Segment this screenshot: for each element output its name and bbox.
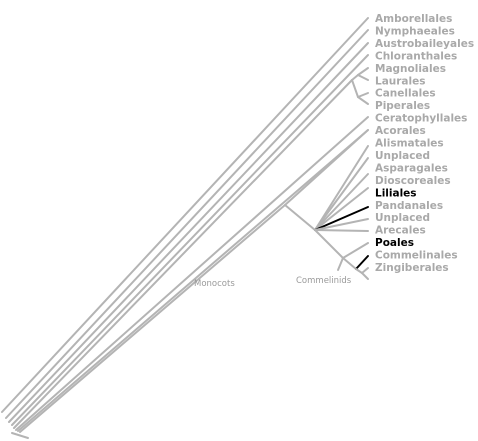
leaf-label-chloranthales-3: Chloranthales <box>375 50 457 62</box>
leaf-label-unplaced-16: Unplaced <box>375 212 430 224</box>
branch-amborellales <box>1 17 369 413</box>
branch-nymphaeales <box>5 29 369 419</box>
leaf-label-laurales-5: Laurales <box>375 75 426 87</box>
leaf-label-nymphaeales-1: Nymphaeales <box>375 26 455 38</box>
branch-magnoliales-laurales <box>351 74 359 81</box>
branch-monocot-stem <box>19 204 286 433</box>
leaf-label-alismatales-10: Alismatales <box>375 138 444 150</box>
leaf-label-dioscoreales-13: Dioscoreales <box>375 175 451 187</box>
branch-commelinales-zingiberales <box>355 268 363 274</box>
leaf-label-canellales-6: Canellales <box>375 88 436 100</box>
branch-alismatales <box>314 145 369 231</box>
branch-piperales <box>357 96 369 105</box>
branch-dioscoreales <box>314 187 369 231</box>
branch-unplaced-2 <box>314 229 369 232</box>
branch-ceratophyllales <box>15 116 369 431</box>
branch-unplaced-1 <box>314 157 369 231</box>
branch-magnoliids <box>13 79 353 429</box>
leaf-label-pandanales-15: Pandanales <box>375 200 443 212</box>
leaf-label-liliales-14: Liliales <box>375 187 417 199</box>
leaf-label-poales-18: Poales <box>375 237 414 249</box>
leaf-label-acorales-9: Acorales <box>375 125 426 137</box>
leaf-label-unplaced-11: Unplaced <box>375 150 430 162</box>
leaf-label-arecales-17: Arecales <box>375 225 426 237</box>
leaf-label-ceratophyllales-8: Ceratophyllales <box>375 113 467 125</box>
branch-eudicots <box>17 129 369 432</box>
branch-asparagales <box>314 173 369 231</box>
leaf-label-asparagales-12: Asparagales <box>375 162 448 174</box>
leaf-labels: AmborellalesNymphaealesAustrobaileyalesC… <box>375 13 474 274</box>
branch-laurales <box>357 74 369 81</box>
leaf-label-zingiberales-20: Zingiberales <box>375 262 449 274</box>
branch-acorales <box>284 129 369 206</box>
branch-austrobaileyales <box>8 42 369 423</box>
leaf-label-piperales-7: Piperales <box>375 100 430 112</box>
leaf-label-austrobaileyales-2: Austrobaileyales <box>375 38 474 50</box>
leaf-label-magnoliales-4: Magnoliales <box>375 63 446 75</box>
branch-magnoliales <box>357 67 369 76</box>
branch-arecales <box>342 242 369 259</box>
branch-zingiberales <box>361 272 369 280</box>
branch-commelinid-stem <box>314 229 344 259</box>
tree-branches <box>1 17 369 439</box>
branch-core-monocots <box>284 204 316 231</box>
branch-canellales <box>357 92 369 98</box>
root-stub <box>11 432 29 439</box>
clade-label-monocots: Monocots <box>194 279 235 289</box>
clade-label-commelinids: Commelinids <box>296 276 352 286</box>
branch-chloranthales <box>11 54 369 426</box>
branch-commelinid-tick <box>337 257 344 271</box>
branch-commelinid-core <box>342 257 357 270</box>
branch-liliales <box>314 206 369 231</box>
branch-poales <box>355 255 369 270</box>
branch-commelinales <box>361 267 369 274</box>
leaf-label-amborellales-0: Amborellales <box>375 13 452 25</box>
branch-pandanales <box>314 218 369 231</box>
branch-canellales-piperales <box>351 79 359 98</box>
leaf-label-commelinales-19: Commelinales <box>375 250 458 262</box>
